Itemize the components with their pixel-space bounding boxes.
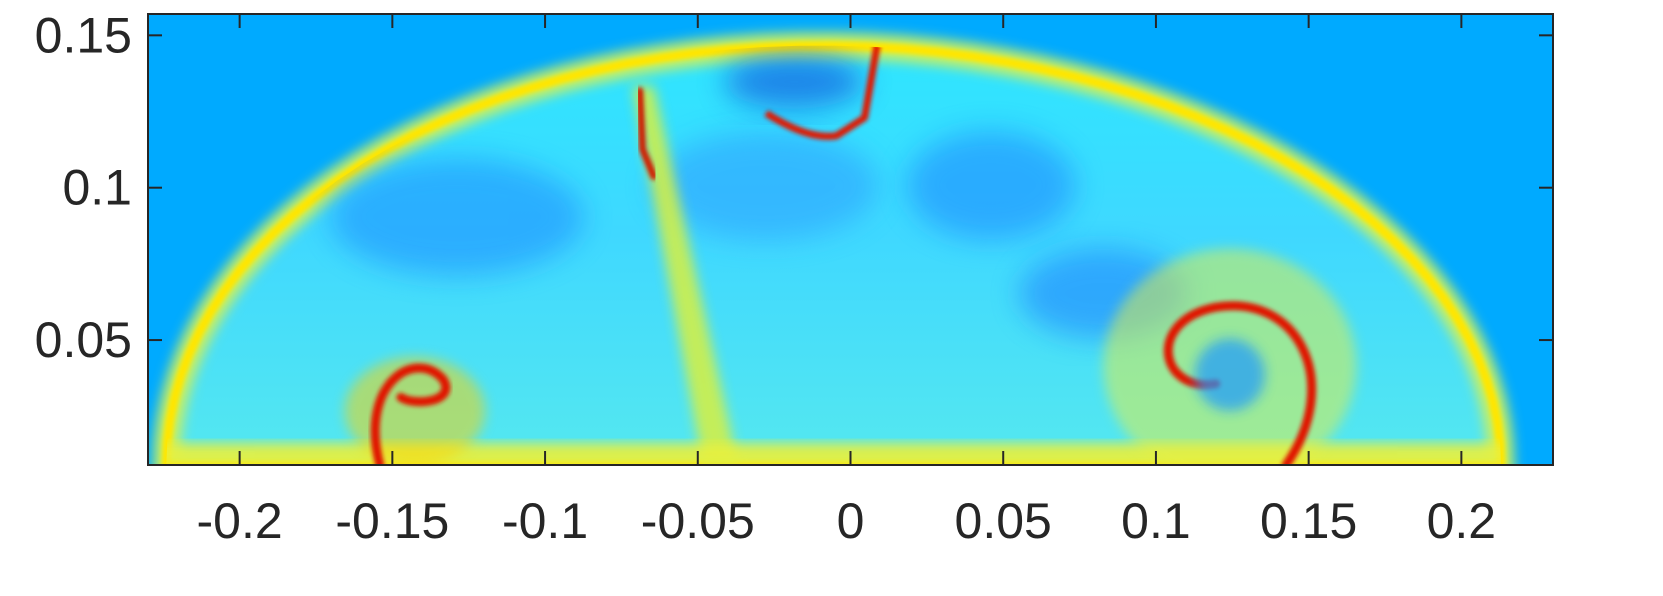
heatmap-low-region-0 (330, 158, 584, 276)
y-tick-label: 0.05 (35, 312, 132, 368)
x-tick-label: 0.1 (1121, 493, 1191, 549)
x-tick-label: 0.15 (1260, 493, 1357, 549)
heatmap-left-vortex (344, 356, 486, 465)
x-tick-label: -0.15 (335, 493, 449, 549)
y-axis: 0.05 0.1 0.15 (35, 7, 1553, 368)
heatmap-vertical-band (632, 86, 739, 465)
x-tick-label: 0 (837, 493, 865, 549)
x-tick-label: 0.05 (955, 493, 1052, 549)
x-tick-label: 0.2 (1427, 493, 1497, 549)
x-tick-label: -0.05 (641, 493, 755, 549)
heatmap-low-region-4 (724, 54, 865, 109)
x-tick-label: -0.1 (502, 493, 588, 549)
heatmap-low-region-1 (653, 131, 879, 240)
heatmap-right-vortex (1103, 248, 1357, 465)
x-axis: -0.2 -0.15 -0.1 -0.05 0 0.05 0.1 0.15 0.2 (197, 14, 1497, 549)
heatmap-shock-front (161, 41, 1506, 465)
x-tick-label: -0.2 (197, 493, 283, 549)
heatmap-upper-discontinuity (636, 45, 883, 180)
plot-area (147, 13, 1554, 466)
heatmap-low-region-2 (906, 131, 1076, 240)
y-tick-label: 0.15 (35, 7, 132, 63)
y-tick-label: 0.1 (62, 160, 132, 216)
